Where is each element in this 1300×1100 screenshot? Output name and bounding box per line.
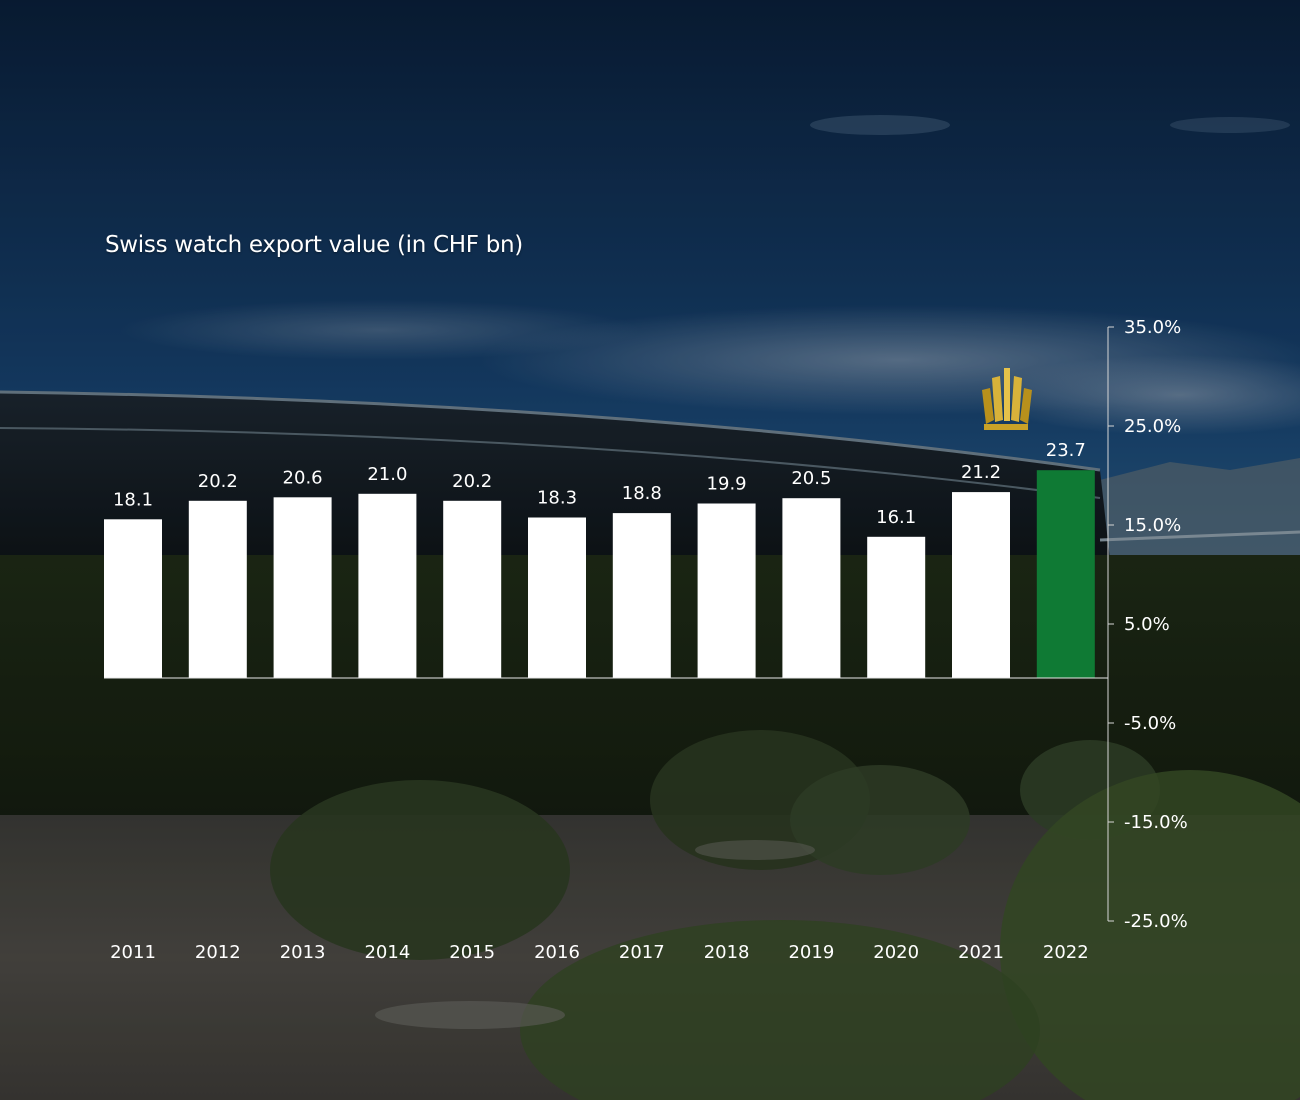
value-labels-group: 18.1 20.2 20.6 21.0 20.2 18.3 18.8 19.9 20.5 16.1…	[113, 440, 1086, 528]
value-label-2017: 18.8	[622, 483, 662, 504]
x-tick-label-2011: 2011	[110, 942, 156, 963]
value-label-2013: 20.6	[283, 467, 323, 488]
x-tick-label-2018: 2018	[704, 942, 750, 963]
value-label-2016: 18.3	[537, 488, 577, 509]
chart-title: Swiss watch export value (in CHF bn)	[105, 232, 523, 258]
value-label-2011: 18.1	[113, 489, 153, 510]
bar-2019	[782, 498, 841, 678]
x-tick-label-2014: 2014	[364, 942, 410, 963]
right-axis-tick-label: -15.0%	[1124, 812, 1188, 833]
x-axis-tick-labels: 2011 2012 2013 2014 2015 2016 2017 2018 2019 2020…	[110, 942, 1089, 963]
right-axis-tick-label: 35.0%	[1124, 317, 1181, 338]
x-tick-label-2015: 2015	[449, 942, 495, 963]
crown-logo-icon	[982, 368, 1032, 430]
x-tick-label-2019: 2019	[788, 942, 834, 963]
x-tick-label-2016: 2016	[534, 942, 580, 963]
bar-2020	[867, 536, 926, 678]
value-label-2022: 23.7	[1046, 440, 1086, 461]
value-label-2014: 21.0	[367, 464, 407, 485]
value-label-2019: 20.5	[791, 468, 831, 489]
bar-2018	[697, 503, 756, 678]
bar-2017	[612, 513, 671, 678]
bar-2016	[528, 517, 586, 678]
right-axis-tick-label: 15.0%	[1124, 515, 1181, 536]
x-tick-label-2012: 2012	[195, 942, 241, 963]
value-label-2018: 19.9	[707, 474, 747, 495]
bar-2021	[952, 492, 1010, 678]
value-label-2015: 20.2	[452, 471, 492, 492]
value-label-2021: 21.2	[961, 462, 1001, 483]
bar-2011	[104, 519, 162, 678]
right-axis-tick-label: -25.0%	[1124, 911, 1188, 932]
right-axis-tick-label: 25.0%	[1124, 416, 1181, 437]
right-axis-tick-label: -5.0%	[1124, 713, 1176, 734]
bar-2012	[188, 500, 247, 678]
x-tick-label-2013: 2013	[280, 942, 326, 963]
value-label-2020: 16.1	[876, 507, 916, 528]
x-tick-label-2022: 2022	[1043, 942, 1089, 963]
bar-2015	[443, 500, 502, 678]
x-tick-label-2021: 2021	[958, 942, 1004, 963]
right-axis: 35.0% 25.0% 15.0% 5.0% -5.0% -15.0% -25.0%	[1107, 317, 1188, 932]
value-label-2012: 20.2	[198, 471, 238, 492]
bars-group	[104, 470, 1095, 678]
bar-2014	[358, 493, 417, 678]
bar-2022	[1036, 470, 1095, 678]
bar-2013	[273, 497, 332, 678]
x-tick-label-2017: 2017	[619, 942, 665, 963]
right-axis-tick-label: 5.0%	[1124, 614, 1170, 635]
x-tick-label-2020: 2020	[873, 942, 919, 963]
